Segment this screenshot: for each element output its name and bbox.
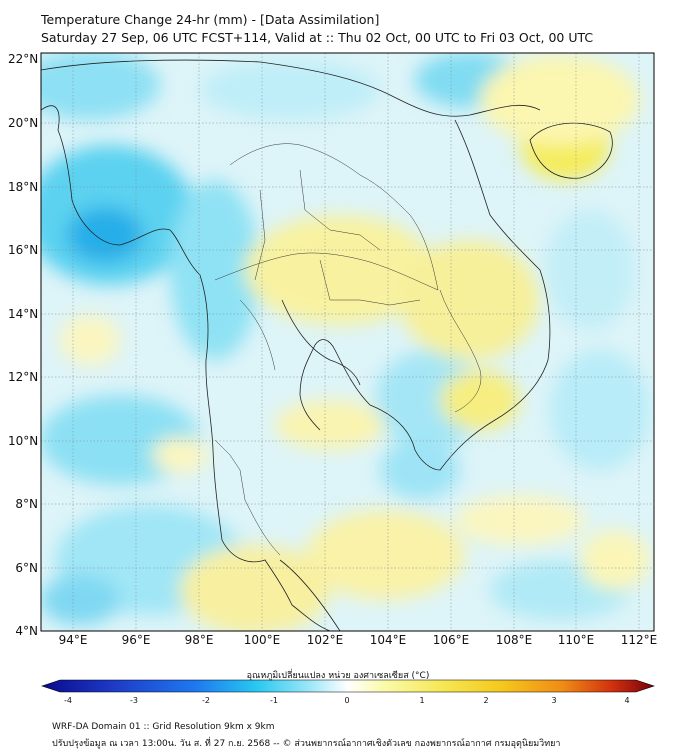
lon-label-98e: 98°E [184, 633, 214, 647]
colorbar-tick: 2 [483, 696, 489, 705]
lon-label-112e: 112°E [620, 633, 658, 647]
coastlines [41, 59, 613, 631]
lon-label-94e: 94°E [58, 633, 88, 647]
lon-label-100e: 100°E [243, 633, 281, 647]
lat-label-16n: 16°N [8, 243, 39, 257]
footer-domain-info: WRF-DA Domain 01 :: Grid Resolution 9km … [52, 722, 275, 732]
lon-label-110e: 110°E [557, 633, 595, 647]
lon-label-108e: 108°E [495, 633, 533, 647]
map-title: Temperature Change 24-hr (mm) - [Data As… [41, 12, 380, 27]
colorbar-tick: -1 [270, 696, 278, 705]
footer-credit: ปรับปรุงข้อมูล ณ เวลา 13:00น. วัน ส. ที่… [52, 739, 561, 749]
lon-label-104e: 104°E [369, 633, 407, 647]
map-subtitle: Saturday 27 Sep, 06 UTC FCST+114, Valid … [41, 30, 594, 45]
map-frame [40, 52, 655, 632]
colorbar [41, 679, 655, 693]
lat-label-8n: 8°N [15, 497, 38, 511]
lat-label-20n: 20°N [8, 116, 39, 130]
graticule [41, 53, 654, 631]
temperature-field [41, 53, 654, 631]
colorbar-tick: 0 [344, 696, 350, 705]
colorbar-title: อุณหภูมิเปลี่ยนแปลง หน่วย องศาเซลเซียส (… [246, 671, 430, 681]
lat-label-10n: 10°N [8, 434, 39, 448]
lat-label-18n: 18°N [8, 180, 39, 194]
lat-label-6n: 6°N [15, 561, 38, 575]
colorbar-tick: -4 [64, 696, 72, 705]
lat-label-12n: 12°N [8, 370, 39, 384]
lon-label-96e: 96°E [121, 633, 151, 647]
lon-label-106e: 106°E [432, 633, 470, 647]
colorbar-tick: -2 [202, 696, 210, 705]
colorbar-tick: 1 [419, 696, 425, 705]
lon-label-102e: 102°E [306, 633, 344, 647]
lat-label-4n: 4°N [15, 624, 38, 638]
lat-label-22n: 22°N [8, 52, 39, 66]
colorbar-tick: 3 [551, 696, 557, 705]
colorbar-tick: -3 [130, 696, 138, 705]
lat-label-14n: 14°N [8, 307, 39, 321]
colorbar-tick: 4 [624, 696, 630, 705]
